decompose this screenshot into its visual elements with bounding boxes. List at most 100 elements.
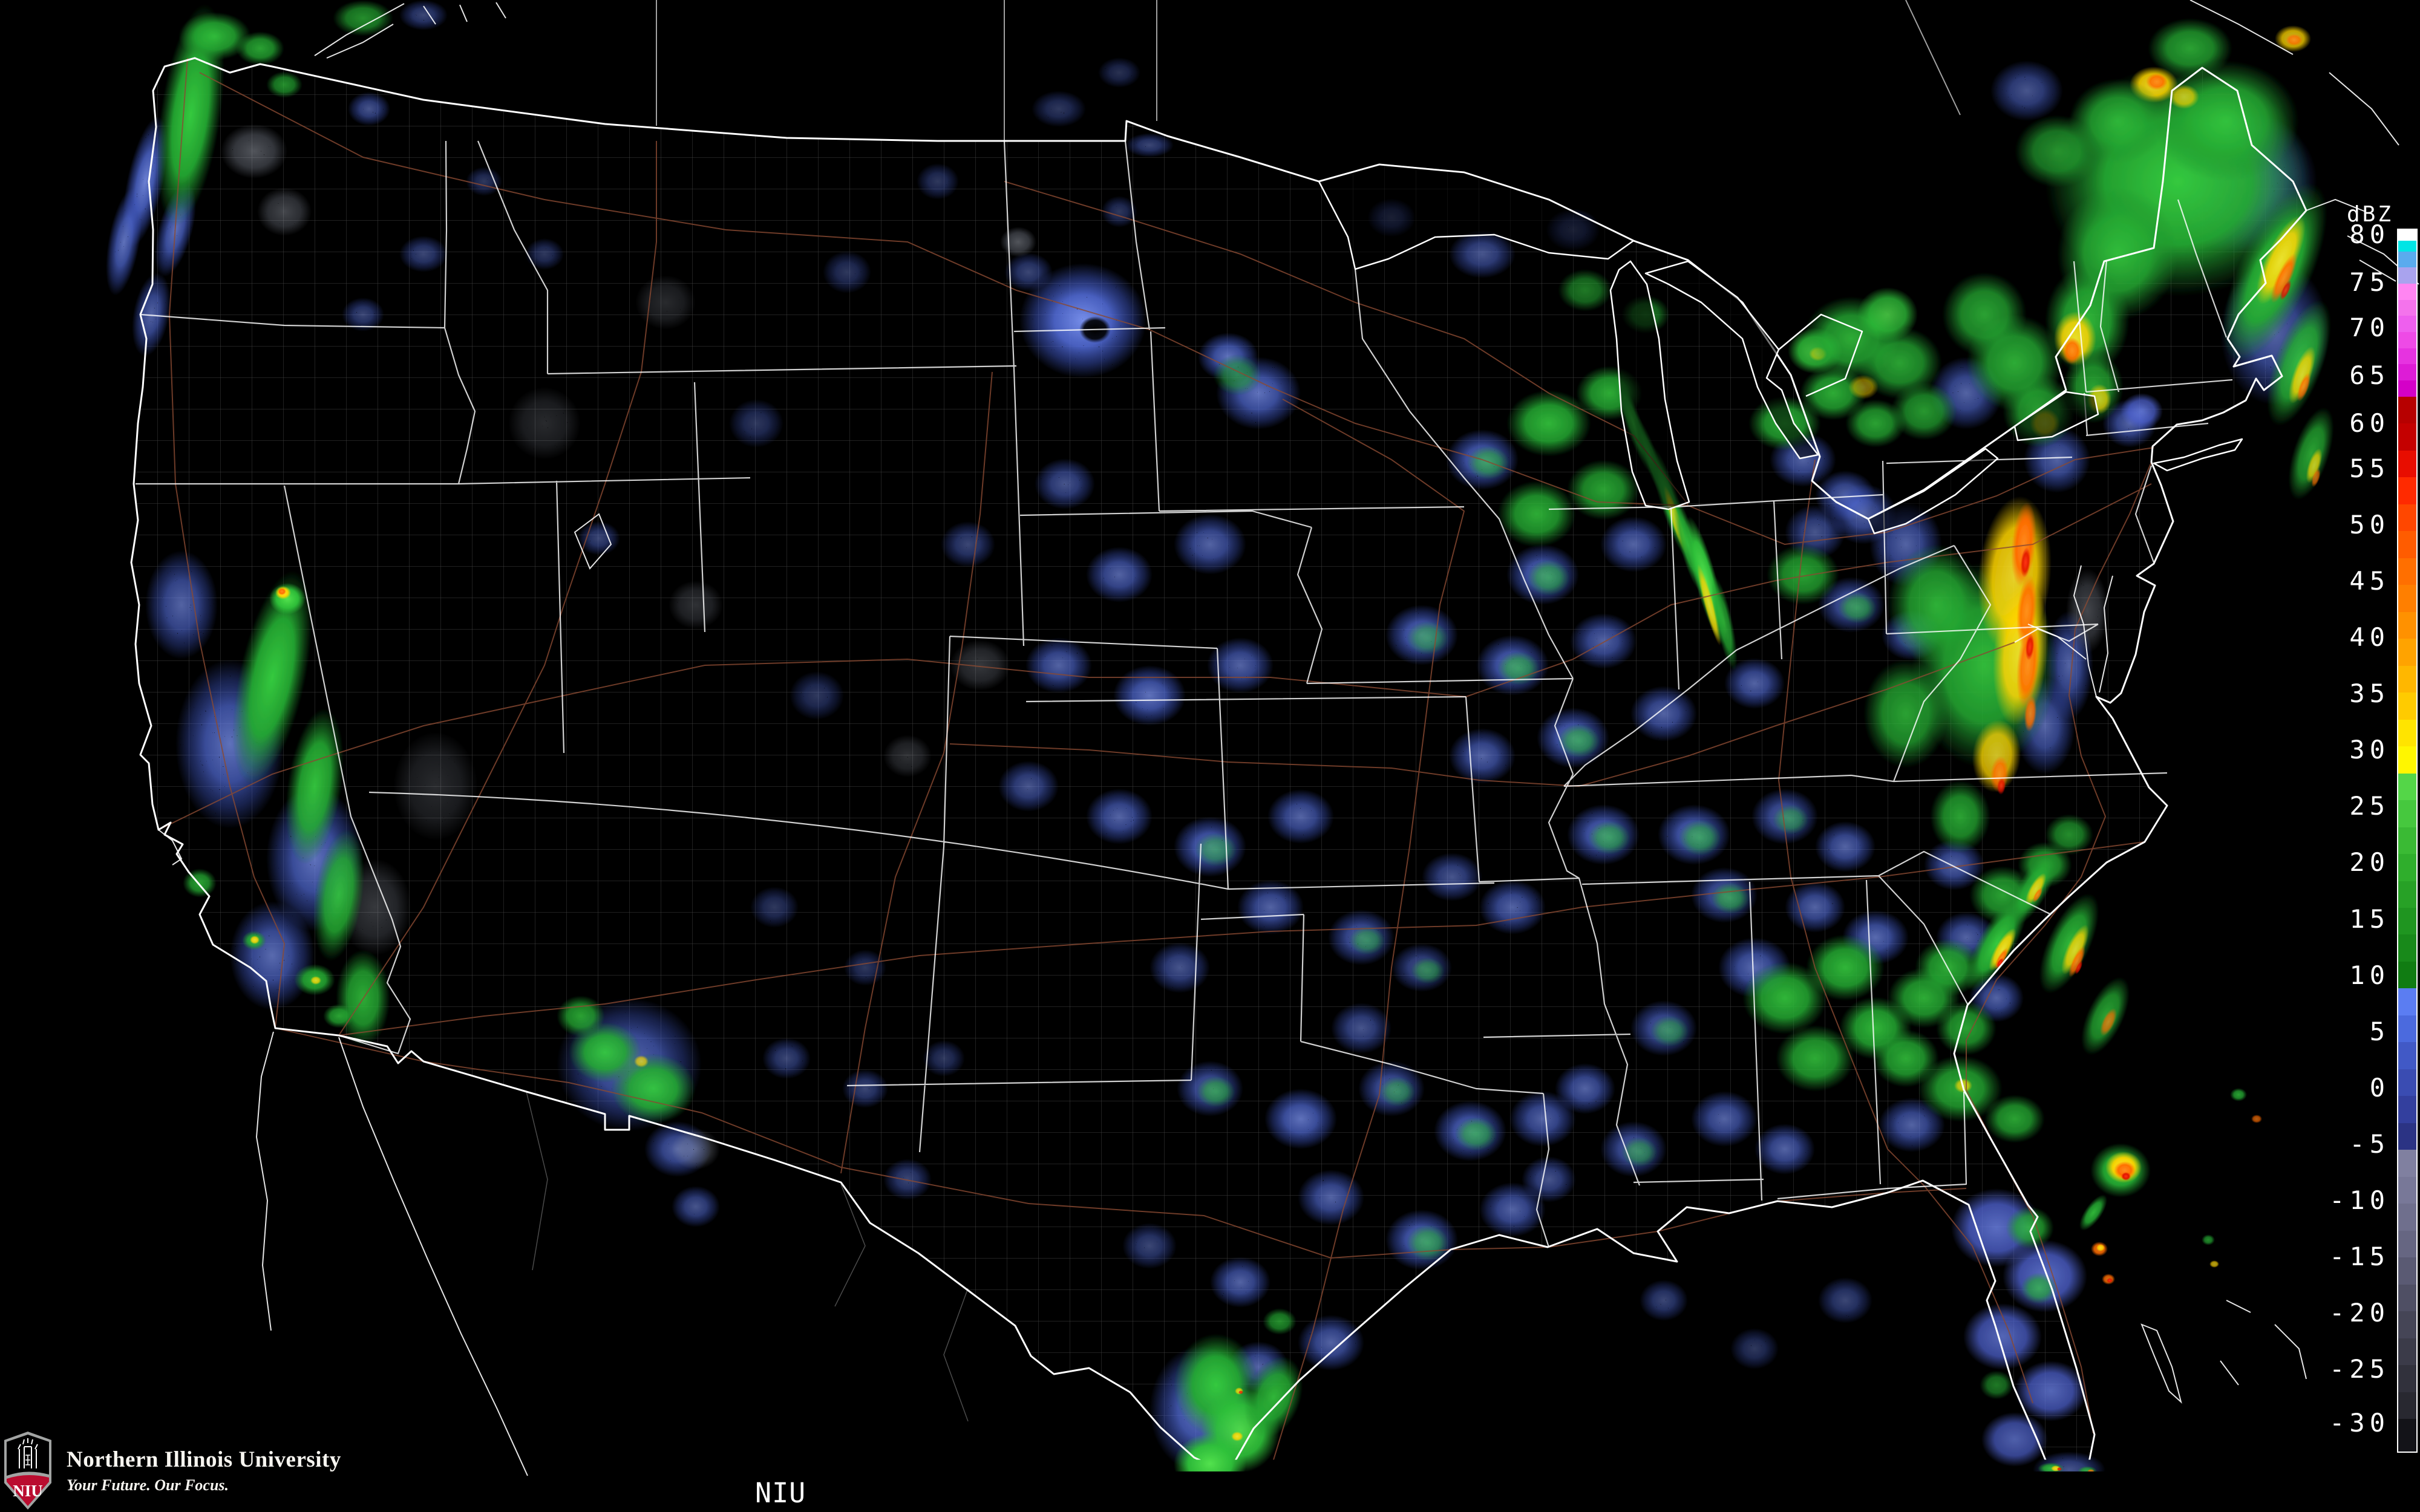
colorbar-segment bbox=[2398, 746, 2416, 773]
colorbar-segment bbox=[2398, 1311, 2416, 1338]
radar-echo bbox=[1407, 621, 1449, 655]
colorbar-segment bbox=[2398, 1338, 2416, 1365]
radar-echo bbox=[333, 0, 393, 36]
colorbar-tick-label: 75 bbox=[2281, 268, 2390, 297]
radar-echo bbox=[1267, 789, 1334, 844]
radar-echo bbox=[1467, 446, 1509, 480]
colorbar-segment bbox=[2398, 881, 2416, 908]
radar-echo bbox=[1650, 1015, 1689, 1047]
radar-echo bbox=[1863, 659, 1948, 768]
colorbar-segment bbox=[2398, 692, 2416, 719]
colorbar-tick-label: 15 bbox=[2281, 905, 2390, 934]
colorbar-tick-label: 40 bbox=[2281, 623, 2390, 652]
colorbar-segments bbox=[2398, 230, 2416, 1452]
radar-echo bbox=[221, 124, 287, 178]
radar-echo bbox=[1163, 621, 1197, 650]
radar-echo bbox=[1815, 821, 1876, 872]
radar-echo bbox=[1691, 1091, 1758, 1147]
radar-echo bbox=[1263, 1308, 1297, 1335]
colorbar-segment bbox=[2398, 1392, 2416, 1419]
colorbar-segment bbox=[2398, 423, 2416, 450]
colorbar-segment bbox=[2398, 585, 2416, 611]
radar-echo bbox=[1197, 1076, 1235, 1107]
colorbar-segment bbox=[2398, 267, 2416, 284]
niu-shield-icon: NIU bbox=[2, 1431, 53, 1511]
radar-echo bbox=[1555, 1063, 1615, 1114]
colorbar-tick-label: 60 bbox=[2281, 409, 2390, 438]
radar-echo bbox=[278, 588, 286, 595]
radar-echo bbox=[2096, 1244, 2105, 1251]
radar-echo bbox=[762, 1038, 811, 1079]
radar-echo bbox=[145, 550, 218, 659]
radar-echo bbox=[2015, 115, 2099, 187]
radar-echo bbox=[2202, 1234, 2215, 1245]
radar-echo bbox=[1019, 263, 1146, 378]
radar-echo bbox=[1449, 728, 1516, 784]
radar-echo bbox=[1122, 1223, 1177, 1269]
radar-echo bbox=[1379, 1077, 1416, 1107]
colorbar-tick-label: 65 bbox=[2281, 361, 2390, 390]
radar-echo bbox=[1980, 1370, 2013, 1400]
colorbar-segment bbox=[2398, 230, 2416, 241]
radar-echo bbox=[1455, 1117, 1497, 1151]
radar-echo bbox=[883, 1159, 932, 1200]
radar-echo bbox=[1298, 1170, 1364, 1225]
radar-echo bbox=[917, 163, 959, 200]
colorbar-segment bbox=[2398, 612, 2416, 639]
radar-echo bbox=[923, 1040, 965, 1077]
colorbar-segment bbox=[2398, 1150, 2416, 1176]
colorbar-segment bbox=[2398, 1069, 2416, 1096]
radar-echo bbox=[1422, 853, 1482, 901]
radar-echo bbox=[998, 761, 1059, 812]
radar-echo bbox=[1891, 382, 1957, 440]
radar-echo bbox=[2121, 393, 2163, 429]
radar-echo bbox=[1888, 544, 1984, 665]
radar-echo bbox=[823, 251, 871, 293]
radar-echo bbox=[2209, 1260, 2219, 1268]
logo-org-name: Northern Illinois University bbox=[67, 1447, 341, 1473]
radar-echo bbox=[1000, 227, 1036, 257]
colorbar-segment bbox=[2398, 451, 2416, 477]
radar-echo bbox=[2169, 85, 2199, 109]
colorbar-tick-label: -25 bbox=[2281, 1355, 2390, 1384]
colorbar-segment bbox=[2398, 397, 2416, 423]
radar-echo bbox=[1349, 926, 1385, 955]
colorbar-segment bbox=[2398, 1096, 2416, 1123]
radar-echo bbox=[1570, 613, 1637, 669]
radar-echo bbox=[257, 187, 312, 236]
radar-echo bbox=[2107, 1278, 2113, 1283]
radar-echo bbox=[1150, 942, 1210, 993]
colorbar-segment bbox=[2398, 854, 2416, 881]
colorbar-segment bbox=[2398, 1257, 2416, 1284]
colorbar-segment bbox=[2398, 477, 2416, 504]
radar-map bbox=[0, 0, 2420, 1512]
colorbar-segment bbox=[2398, 639, 2416, 665]
colorbar-segment bbox=[2398, 1285, 2416, 1311]
colorbar-segment bbox=[2398, 827, 2416, 854]
radar-echo bbox=[611, 1054, 696, 1124]
radar-echo bbox=[1479, 880, 1546, 934]
radar-echo bbox=[1558, 269, 1612, 311]
radar-echo bbox=[2006, 1207, 2054, 1249]
radar-echo bbox=[1528, 559, 1570, 596]
radar-echo bbox=[1213, 354, 1261, 396]
radar-echo bbox=[1588, 821, 1630, 855]
radar-echo bbox=[1818, 1277, 1872, 1323]
radar-echo bbox=[1210, 1257, 1270, 1308]
radar-echo bbox=[1231, 1432, 1243, 1441]
colorbar-tick-label: 30 bbox=[2281, 735, 2390, 764]
colorbar-segment bbox=[2398, 1231, 2416, 1257]
radar-echo bbox=[2146, 73, 2168, 90]
radar-echo bbox=[1497, 481, 1576, 547]
radar-echo bbox=[1848, 375, 1879, 399]
radar-echo bbox=[1086, 789, 1153, 844]
product-caption: NIU METEOROLOGY NEXRAD 1KM MOSAIC 11-10-2… bbox=[755, 1477, 1687, 1509]
colorbar-segment bbox=[2398, 1123, 2416, 1150]
colorbar-segment bbox=[2398, 934, 2416, 961]
colorbar-tick-label: -5 bbox=[2281, 1130, 2390, 1159]
radar-echo bbox=[1032, 91, 1086, 127]
colorbar bbox=[2397, 229, 2418, 1453]
radar-echo bbox=[941, 521, 995, 567]
colorbar-segment bbox=[2398, 348, 2416, 365]
product-datetime: 11-10-2025 02:15 UTC bbox=[1347, 1477, 1687, 1509]
